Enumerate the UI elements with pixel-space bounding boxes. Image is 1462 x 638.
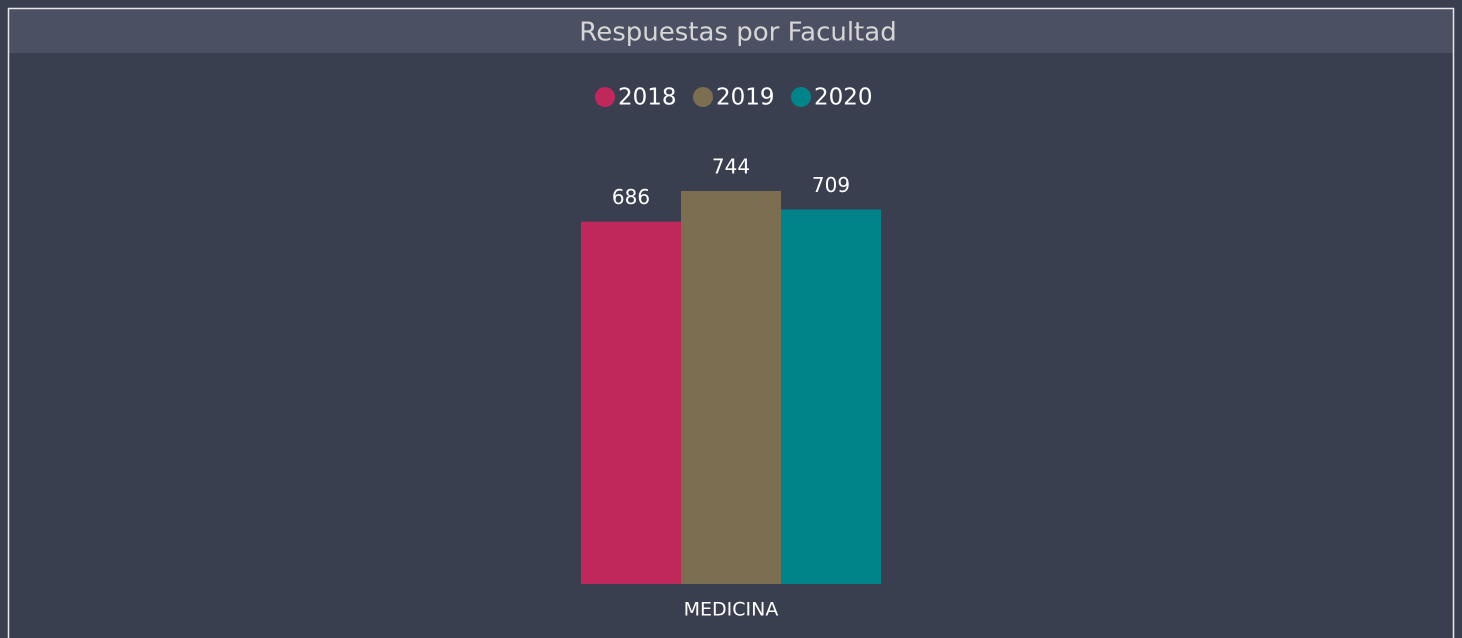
legend-label: 2018 xyxy=(618,85,677,111)
legend-swatch xyxy=(791,87,811,107)
legend-swatch xyxy=(595,87,615,107)
data-label: 686 xyxy=(612,185,650,209)
bar xyxy=(681,191,781,584)
legend-label: 2019 xyxy=(716,85,775,111)
title-bar xyxy=(9,9,1453,53)
bar xyxy=(781,209,881,584)
bar xyxy=(581,221,681,585)
legend-swatch xyxy=(693,87,713,107)
chart-title: Respuestas por Facultad xyxy=(579,18,896,48)
frame xyxy=(7,7,1455,638)
legend-label: 2020 xyxy=(814,85,873,111)
x-tick-label: MEDICINA xyxy=(684,599,779,621)
data-label: 709 xyxy=(812,173,850,197)
data-label: 744 xyxy=(712,155,750,179)
